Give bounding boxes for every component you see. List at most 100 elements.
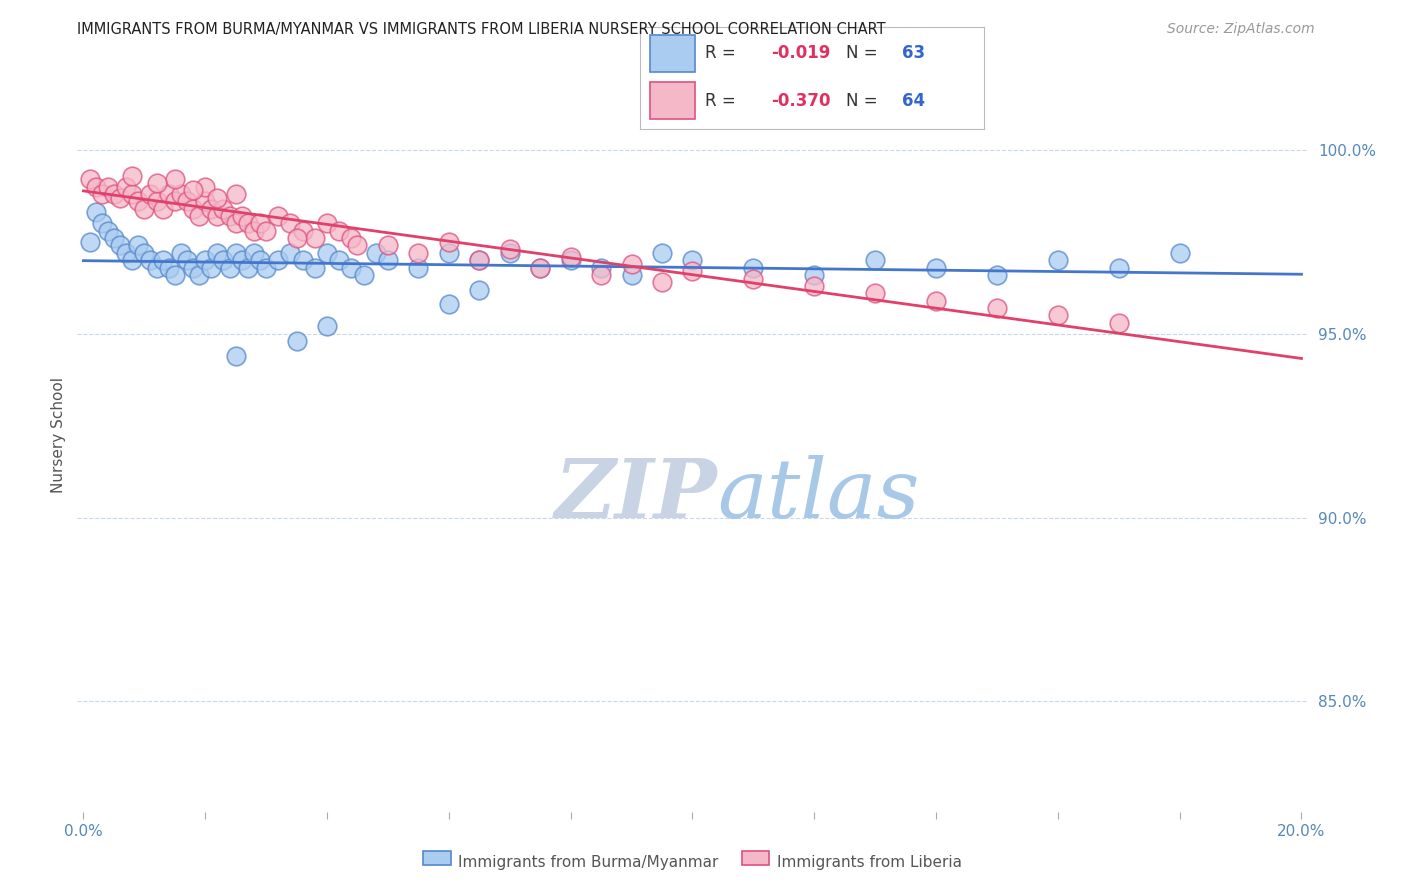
Point [145,194,167,209]
Point [291,253,314,268]
Text: 64: 64 [901,92,925,110]
Point [90,216,112,230]
Point [560,250,582,264]
Point [181,183,204,197]
Point [231,209,253,223]
Point [207,191,229,205]
Point [925,260,948,275]
Point [620,257,643,271]
Point [194,179,217,194]
Text: 63: 63 [901,45,925,62]
Text: R =: R = [706,92,741,110]
Point [285,231,308,245]
Point [682,264,704,278]
Point [364,245,387,260]
FancyBboxPatch shape [650,82,695,119]
Point [231,253,253,268]
Point [212,202,235,216]
Point [1108,260,1130,275]
Point [468,283,491,297]
Point [207,209,229,223]
Text: Source: ZipAtlas.com: Source: ZipAtlas.com [1167,22,1315,37]
Point [863,253,886,268]
Text: N =: N = [846,45,883,62]
Point [115,179,138,194]
Point [194,194,217,209]
Point [408,245,430,260]
Point [188,209,211,223]
Point [925,293,948,308]
Point [529,260,551,275]
Point [236,260,259,275]
Point [316,245,339,260]
Point [225,187,247,202]
Point [560,253,582,268]
Point [591,268,613,282]
Point [207,245,229,260]
Text: -0.019: -0.019 [770,45,830,62]
Point [377,238,399,252]
Point [243,224,266,238]
Point [254,224,277,238]
Point [986,301,1008,315]
Point [803,279,825,293]
Point [121,187,143,202]
Y-axis label: Nursery School: Nursery School [51,376,66,493]
Point [437,245,460,260]
Point [1168,245,1191,260]
Point [163,194,186,209]
Point [218,209,240,223]
Point [181,202,204,216]
Point [212,253,235,268]
Point [408,260,430,275]
Point [121,253,143,268]
Point [340,231,363,245]
Point [84,205,107,219]
Point [127,238,149,252]
Point [468,253,491,268]
Point [499,242,522,256]
Point [90,187,112,202]
Point [651,275,673,289]
Point [1046,309,1069,323]
Point [328,224,350,238]
Point [79,235,101,249]
Point [468,253,491,268]
Point [163,268,186,282]
Point [176,253,198,268]
Point [304,260,326,275]
Point [682,253,704,268]
Text: -0.370: -0.370 [770,92,830,110]
Point [157,187,180,202]
Point [742,271,765,285]
Point [437,297,460,311]
Point [97,224,120,238]
Point [115,245,138,260]
Point [157,260,180,275]
Point [346,238,368,252]
Point [200,260,222,275]
Point [1108,316,1130,330]
Point [499,245,522,260]
Text: ZIP: ZIP [554,455,717,535]
Point [188,268,211,282]
Point [529,260,551,275]
Point [97,179,120,194]
Point [139,187,162,202]
Text: atlas: atlas [717,455,920,535]
Point [225,349,247,363]
Point [134,202,156,216]
Text: N =: N = [846,92,883,110]
Point [200,202,222,216]
Text: R =: R = [706,45,741,62]
Point [84,179,107,194]
Point [377,253,399,268]
Point [218,260,240,275]
Point [145,260,167,275]
Point [328,253,350,268]
Point [225,245,247,260]
Legend: Immigrants from Burma/Myanmar, Immigrants from Liberia: Immigrants from Burma/Myanmar, Immigrant… [418,848,967,876]
Point [108,238,131,252]
Point [316,216,339,230]
Point [127,194,149,209]
